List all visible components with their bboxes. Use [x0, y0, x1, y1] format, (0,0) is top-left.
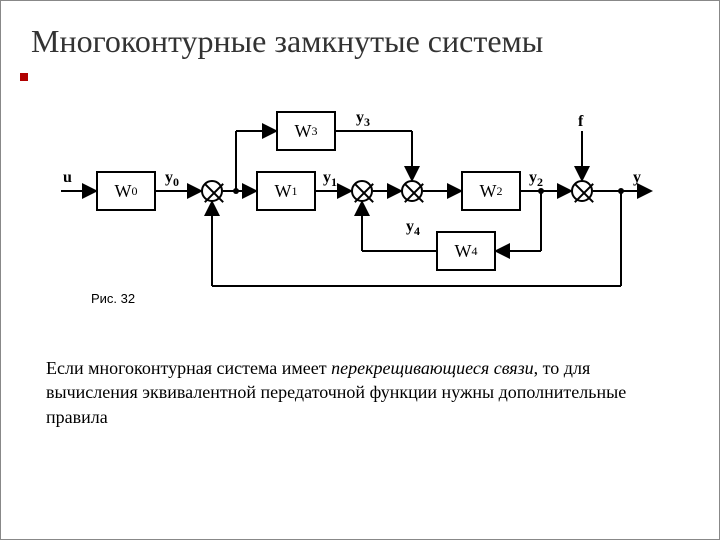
block-w3: W3	[276, 111, 336, 151]
block-w3-label: W	[295, 121, 312, 142]
block-w2-sub: 2	[497, 184, 503, 199]
block-w4-sub: 4	[472, 244, 478, 259]
label-f: f	[578, 113, 583, 131]
label-y0: y0	[165, 169, 179, 190]
label-y4: y4	[406, 218, 420, 239]
body-pre: Если многоконтурная система имеет	[46, 358, 331, 378]
node	[618, 188, 624, 194]
label-y: y	[633, 169, 641, 187]
block-w2-label: W	[480, 181, 497, 202]
slide-title: Многоконтурные замкнутые системы	[1, 1, 719, 60]
figure-caption: Рис. 32	[91, 291, 135, 306]
block-w0: W0	[96, 171, 156, 211]
sum-3	[401, 180, 423, 202]
sum-1	[201, 180, 223, 202]
block-w1-sub: 1	[292, 184, 298, 199]
slide-accent	[20, 73, 28, 81]
sum-2	[351, 180, 373, 202]
block-w1: W1	[256, 171, 316, 211]
block-w1-label: W	[275, 181, 292, 202]
body-text: Если многоконтурная система имеет перекр…	[46, 356, 676, 429]
label-y2: y2	[529, 169, 543, 190]
block-w2: W2	[461, 171, 521, 211]
node	[233, 188, 239, 194]
label-u: u	[63, 169, 72, 187]
sum-4	[571, 180, 593, 202]
block-w4: W4	[436, 231, 496, 271]
block-w3-sub: 3	[312, 124, 318, 139]
label-y1: y1	[323, 169, 337, 190]
label-y3: y3	[356, 109, 370, 130]
block-w0-sub: 0	[132, 184, 138, 199]
block-diagram: W0 W1 W2 W3 W4 u y0 y1 y2 y3 y4 f y	[61, 91, 661, 301]
block-w0-label: W	[115, 181, 132, 202]
body-em: перекрещивающиеся связи	[331, 358, 534, 378]
block-w4-label: W	[455, 241, 472, 262]
